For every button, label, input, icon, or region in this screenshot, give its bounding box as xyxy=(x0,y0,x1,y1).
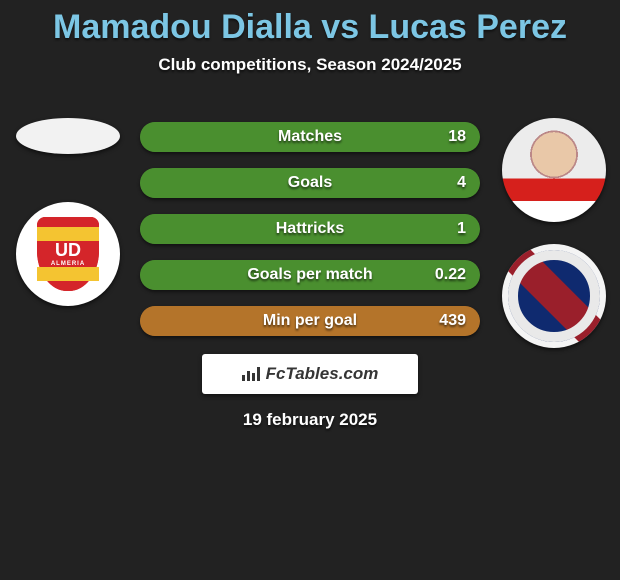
left-club-badge: UDALMERIA xyxy=(16,202,120,306)
stat-right-value: 4 xyxy=(457,168,466,198)
comparison-card: Mamadou Dialla vs Lucas Perez Club compe… xyxy=(0,0,620,580)
stat-right-value: 18 xyxy=(448,122,466,152)
stat-row: Min per goal439 xyxy=(140,306,480,336)
date-label: 19 february 2025 xyxy=(0,410,620,430)
left-player-photo-placeholder xyxy=(16,118,120,154)
stat-right-value: 0.22 xyxy=(435,260,466,290)
right-club-badge xyxy=(502,244,606,348)
right-player-photo xyxy=(502,118,606,222)
almeria-band-top xyxy=(37,227,99,241)
stat-row: Goals per match0.22 xyxy=(140,260,480,290)
page-title: Mamadou Dialla vs Lucas Perez xyxy=(0,0,620,47)
left-player-column: UDALMERIA xyxy=(8,118,128,328)
depor-ring xyxy=(508,250,600,342)
stat-row: Hattricks1 xyxy=(140,214,480,244)
brand-box[interactable]: FcTables.com xyxy=(202,354,418,394)
almeria-badge-inner: UDALMERIA xyxy=(26,212,110,296)
right-player-column xyxy=(494,118,614,370)
stat-label: Hattricks xyxy=(140,214,480,244)
stat-right-value: 1 xyxy=(457,214,466,244)
almeria-text: UDALMERIA xyxy=(51,241,85,267)
bar-chart-icon xyxy=(242,367,260,381)
almeria-shield: UDALMERIA xyxy=(37,217,99,291)
brand-text: FcTables.com xyxy=(266,364,379,384)
stat-label: Goals per match xyxy=(140,260,480,290)
stat-label: Min per goal xyxy=(140,306,480,336)
stat-row: Matches18 xyxy=(140,122,480,152)
stat-label: Goals xyxy=(140,168,480,198)
stat-right-value: 439 xyxy=(439,306,466,336)
stats-container: Matches18 Goals4 Hattricks1 Goals per match… xyxy=(140,122,480,352)
almeria-band-bottom xyxy=(37,267,99,281)
page-subtitle: Club competitions, Season 2024/2025 xyxy=(0,55,620,75)
stat-label: Matches xyxy=(140,122,480,152)
stat-row: Goals4 xyxy=(140,168,480,198)
